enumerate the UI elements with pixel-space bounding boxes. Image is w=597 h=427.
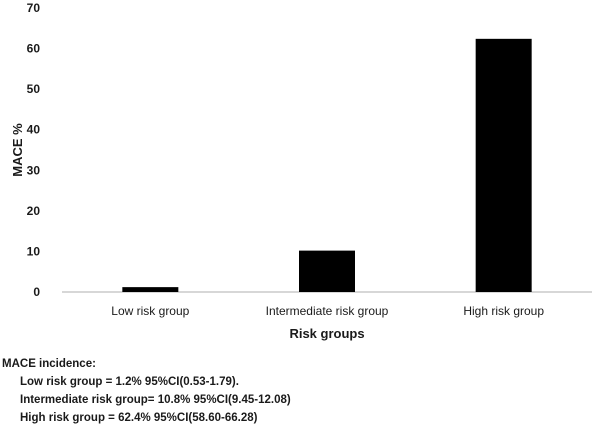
bar bbox=[299, 250, 355, 292]
bar-chart: 0 10 20 30 40 50 60 70 Low risk group Intermedia… bbox=[10, 1, 592, 341]
note-intermediate-risk: Intermediate risk group= 10.8% 95%CI(9.4… bbox=[20, 394, 291, 406]
x-axis-title: Risk groups bbox=[289, 326, 364, 341]
x-category-label: Low risk group bbox=[111, 304, 189, 318]
y-axis-title: MACE % bbox=[10, 123, 25, 177]
mace-incidence-notes: MACE incidence: Low risk group = 1.2% 95… bbox=[2, 355, 291, 427]
bar bbox=[122, 287, 179, 292]
y-axis-ticks: 0 10 20 30 40 50 60 70 bbox=[27, 1, 41, 299]
notes-heading: MACE incidence: bbox=[2, 358, 96, 370]
y-tick-label: 10 bbox=[27, 244, 41, 258]
y-tick-label: 30 bbox=[27, 163, 41, 177]
y-tick-label: 50 bbox=[27, 82, 41, 96]
y-tick-label: 0 bbox=[33, 285, 40, 299]
y-tick-label: 40 bbox=[27, 123, 41, 137]
y-tick-label: 20 bbox=[27, 204, 41, 218]
bar bbox=[475, 38, 532, 292]
x-category-label: High risk group bbox=[463, 304, 544, 318]
y-tick-label: 70 bbox=[27, 1, 41, 15]
y-tick-label: 60 bbox=[27, 42, 41, 56]
x-category-label: Intermediate risk group bbox=[266, 304, 389, 318]
bars bbox=[122, 38, 532, 292]
note-high-risk: High risk group = 62.4% 95%CI(58.60-66.2… bbox=[20, 412, 258, 424]
category-labels: Low risk group Intermediate risk group Hig… bbox=[111, 304, 544, 318]
note-low-risk: Low risk group = 1.2% 95%CI(0.53-1.79). bbox=[20, 376, 239, 388]
